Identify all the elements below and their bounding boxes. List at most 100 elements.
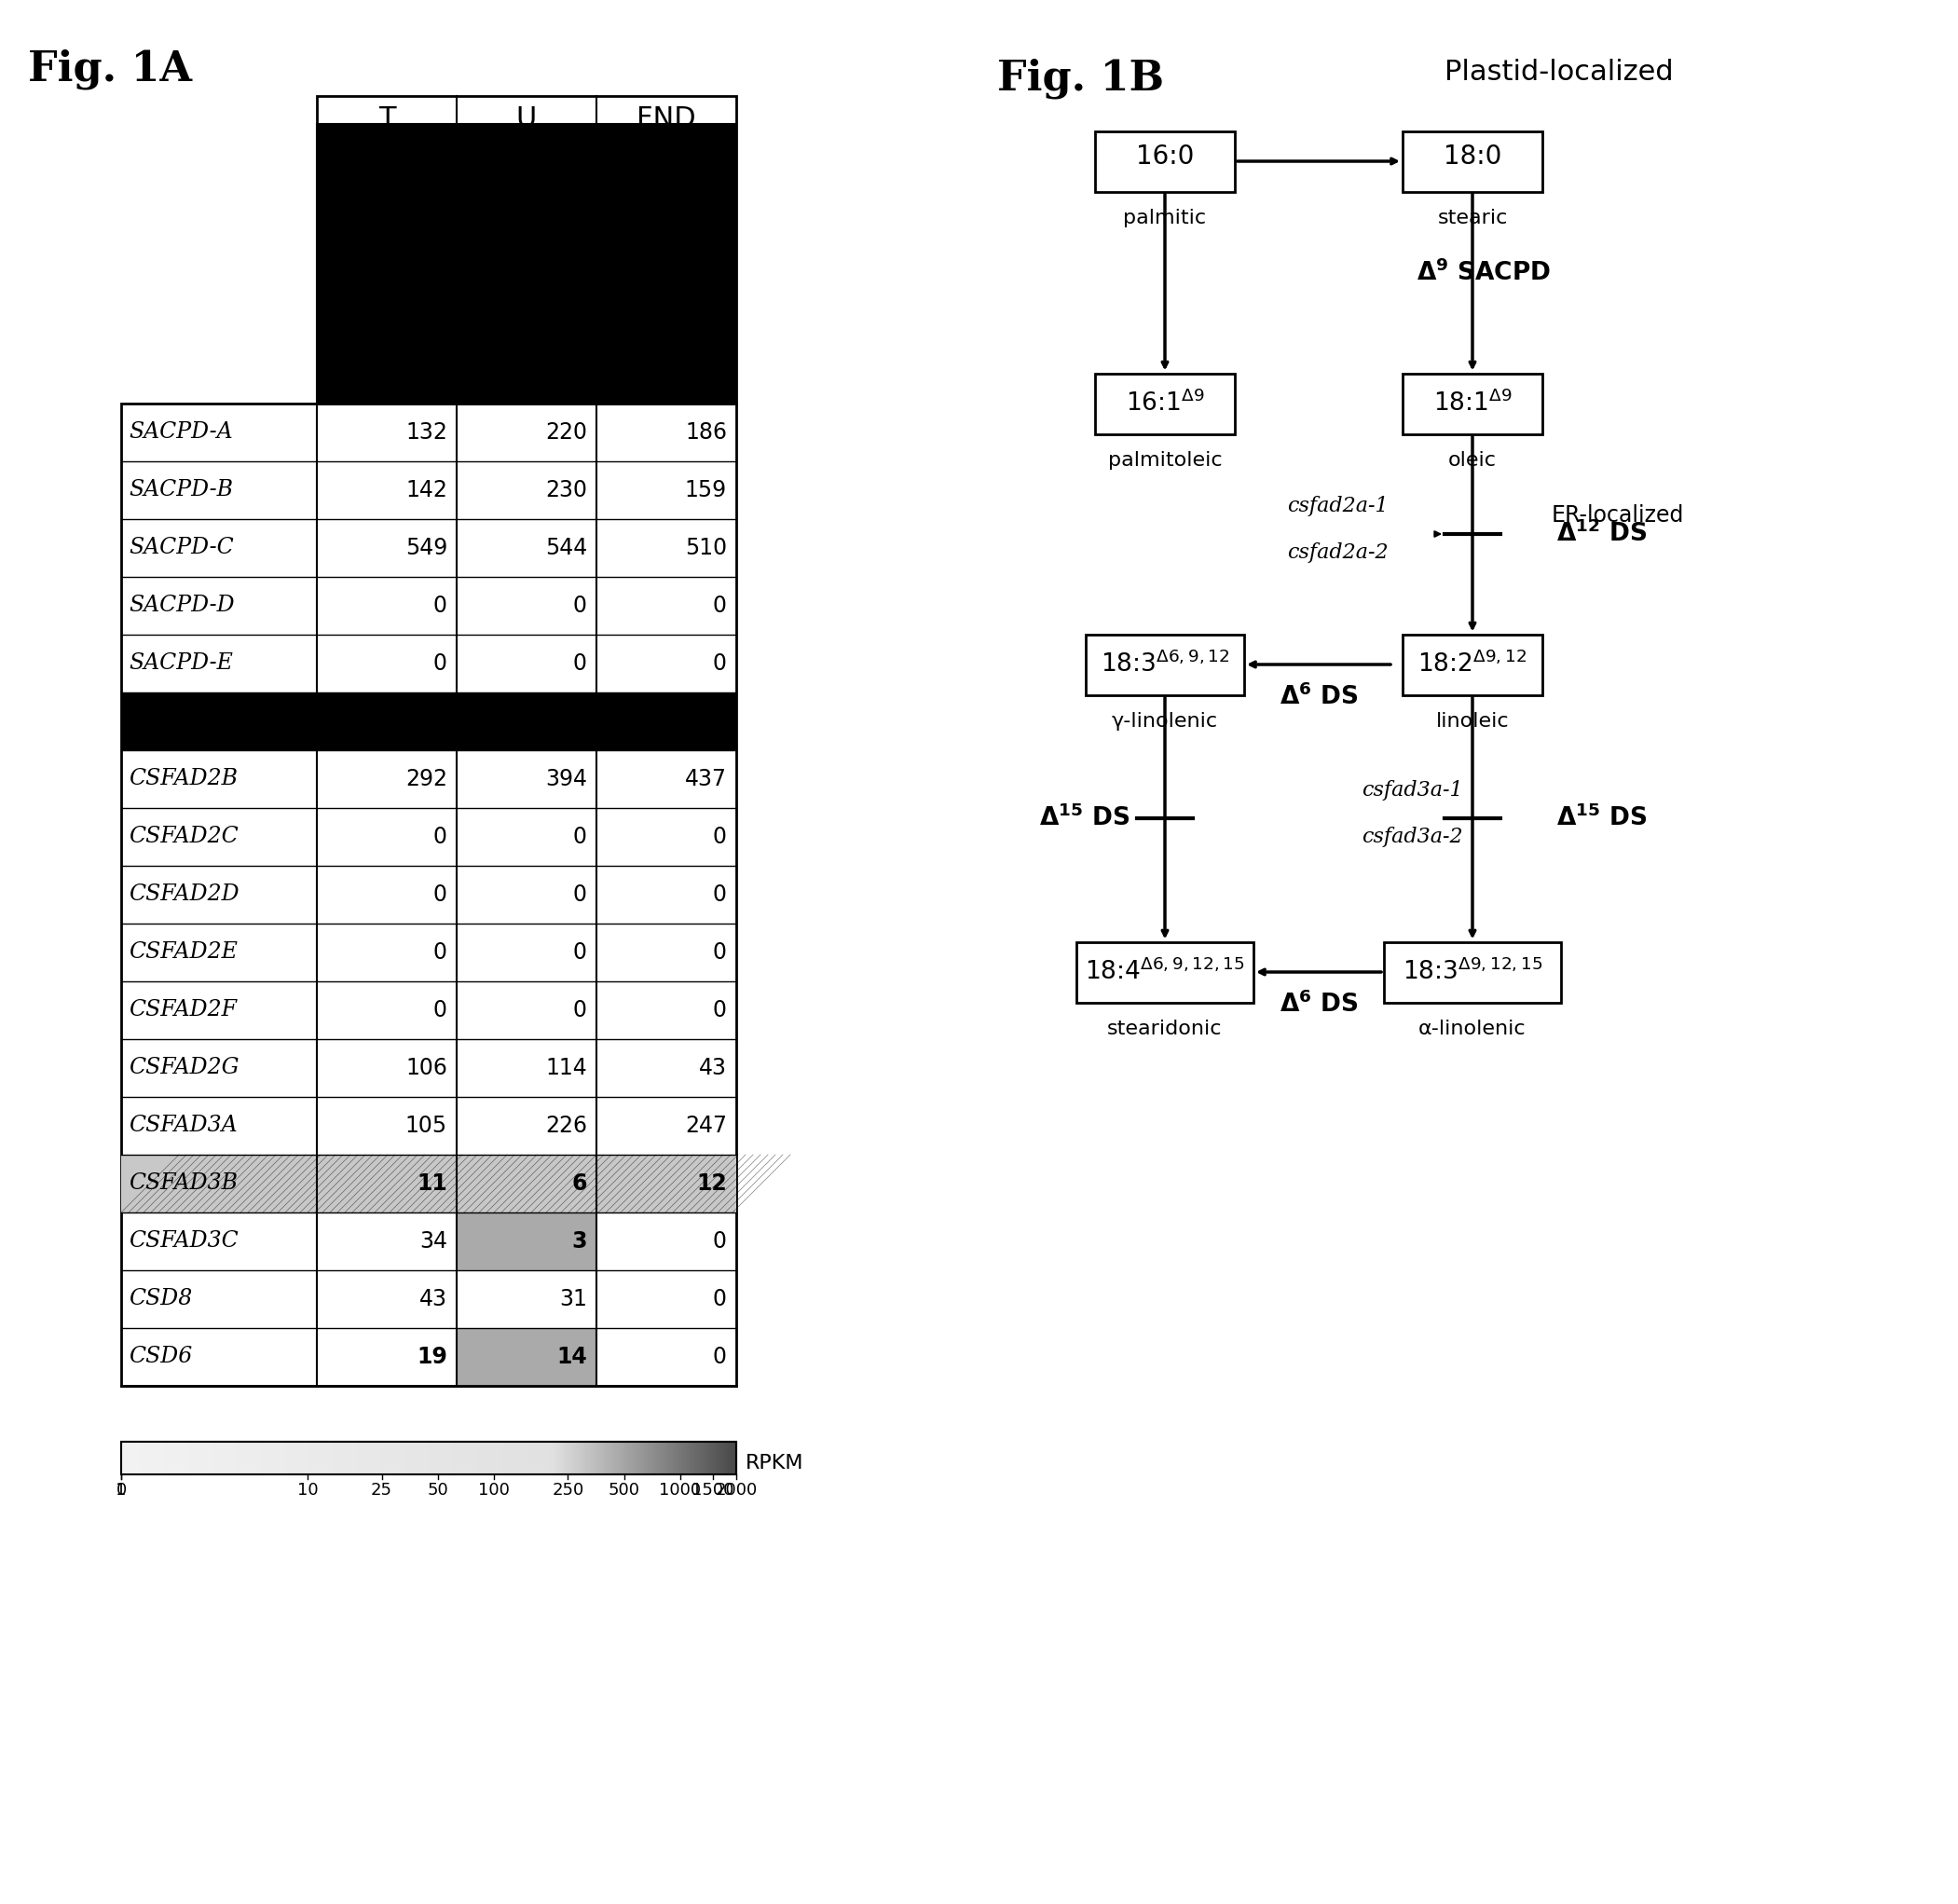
Bar [202,1441,204,1474]
Bar [711,1441,715,1474]
Bar [266,1441,270,1474]
Text: stearidonic: stearidonic [1108,1019,1222,1038]
Text: 18:3$^{\Delta9,12,15}$: 18:3$^{\Delta9,12,15}$ [1402,960,1543,984]
Bar [186,1441,188,1474]
Bar [343,1441,345,1474]
Bar [419,1441,423,1474]
Text: 11: 11 [417,1173,446,1196]
Bar [668,1441,672,1474]
Bar [646,1441,650,1474]
Bar [460,1441,462,1474]
Bar [339,1441,341,1474]
Bar [503,1441,505,1474]
Bar [456,1213,597,1270]
Bar [307,1441,311,1474]
Bar [192,1441,196,1474]
Text: 0: 0 [713,1287,726,1310]
Bar [582,1441,585,1474]
Text: $\mathbf{\Delta^{12}}$ DS: $\mathbf{\Delta^{12}}$ DS [1557,520,1647,546]
Bar [609,1441,613,1474]
Bar [652,1441,656,1474]
Bar [476,1441,478,1474]
FancyBboxPatch shape [1384,942,1561,1002]
Bar [190,1441,194,1474]
Bar [208,1441,210,1474]
Text: 0: 0 [574,826,587,847]
Bar [490,1441,493,1474]
Bar [403,1441,407,1474]
Bar [268,1441,272,1474]
Bar [699,1441,703,1474]
Bar [164,1441,166,1474]
Bar [601,1441,603,1474]
Bar [466,1441,468,1474]
Bar [654,1441,656,1474]
Text: 544: 544 [544,537,587,560]
Bar [331,1441,333,1474]
Bar [384,1441,386,1474]
Bar [143,1441,147,1474]
Bar [715,1441,719,1474]
Bar [253,1441,255,1474]
Text: 0: 0 [574,883,587,906]
Bar [380,1441,382,1474]
Bar [245,1441,247,1474]
Bar [182,1441,186,1474]
Bar [595,1441,597,1474]
Bar [182,1441,186,1474]
Bar [611,1441,615,1474]
Bar [280,1441,282,1474]
Bar [456,1441,460,1474]
Text: $\mathbf{\Delta^6}$ DS: $\mathbf{\Delta^6}$ DS [1279,684,1359,710]
Bar [666,1441,670,1474]
Bar [188,1441,192,1474]
Bar [286,1441,288,1474]
Bar [421,1441,423,1474]
Text: γ-linolenic: γ-linolenic [1112,712,1218,731]
Bar [578,1441,582,1474]
Bar [274,1441,278,1474]
Bar [634,1441,636,1474]
Bar [370,1441,372,1474]
Bar [658,1441,662,1474]
Text: 142: 142 [405,480,446,501]
Bar [264,1441,268,1474]
Bar [141,1441,145,1474]
Bar [660,1441,662,1474]
Bar [630,1441,632,1474]
Bar [478,1441,482,1474]
Bar [552,1441,554,1474]
Bar [591,1441,593,1474]
Bar [595,1441,597,1474]
Bar [217,1441,221,1474]
Text: 2000: 2000 [715,1481,758,1498]
Bar [282,1441,284,1474]
Text: 16:1$^{\Delta9}$: 16:1$^{\Delta9}$ [1126,390,1204,417]
Bar [576,1441,580,1474]
Bar [677,1441,681,1474]
Bar [290,1441,294,1474]
Bar [311,1441,315,1474]
Bar [468,1441,470,1474]
Bar [405,1441,409,1474]
Bar [644,1441,646,1474]
Bar [260,1441,264,1474]
Bar [413,1441,415,1474]
Bar [349,1441,352,1474]
Bar [341,1441,343,1474]
Bar [394,1441,397,1474]
Bar [450,1441,454,1474]
Bar [538,1441,542,1474]
Bar [155,1441,157,1474]
Bar [317,1441,321,1474]
Text: 18:3$^{\Delta6,9,12}$: 18:3$^{\Delta6,9,12}$ [1100,651,1230,678]
Bar [544,1441,546,1474]
FancyBboxPatch shape [1085,634,1243,695]
Text: $\mathbf{\Delta^9}$ SACPD: $\mathbf{\Delta^9}$ SACPD [1416,259,1551,286]
Bar [724,1441,726,1474]
Bar [468,1441,472,1474]
Bar [433,1441,435,1474]
Bar [632,1441,634,1474]
Text: Plastid-localized: Plastid-localized [1445,59,1674,86]
Bar [570,1441,574,1474]
